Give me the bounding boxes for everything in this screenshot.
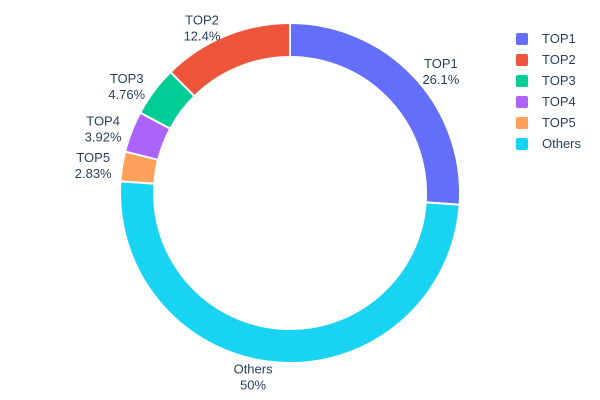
slice-percent-label-top4: 3.92%	[85, 129, 122, 144]
legend: TOP1 TOP2 TOP3 TOP4 TOP5 Others	[516, 28, 581, 154]
legend-label: TOP1	[542, 31, 576, 46]
pie-slice-top2[interactable]	[169, 21, 291, 98]
legend-swatch-others	[516, 137, 528, 150]
pie-slice-others[interactable]	[119, 180, 461, 365]
legend-item-top4[interactable]: TOP4	[516, 91, 581, 112]
legend-swatch-top4	[516, 95, 528, 108]
legend-swatch-top3	[516, 74, 528, 87]
slice-percent-label-top1: 26.1%	[422, 72, 459, 87]
slice-name-label-top3: TOP3	[110, 71, 144, 86]
legend-label: Others	[542, 136, 582, 151]
legend-swatch-top1	[516, 32, 528, 45]
slice-name-label-top2: TOP2	[185, 12, 219, 27]
slice-percent-label-top5: 2.83%	[75, 166, 112, 181]
slice-name-label-top1: TOP1	[424, 56, 458, 71]
legend-item-top5[interactable]: TOP5	[516, 112, 581, 133]
legend-item-top1[interactable]: TOP1	[516, 28, 581, 49]
slice-name-label-top4: TOP4	[86, 113, 120, 128]
legend-label: TOP4	[542, 94, 576, 109]
legend-swatch-top2	[516, 53, 528, 66]
legend-label: TOP3	[542, 73, 576, 88]
slice-name-label-top5: TOP5	[76, 150, 110, 165]
slice-percent-label-top2: 12.4%	[184, 28, 221, 43]
legend-label: TOP5	[542, 115, 576, 130]
slice-percent-label-others: 50%	[240, 378, 266, 393]
legend-label: TOP2	[542, 52, 576, 67]
legend-swatch-top5	[516, 116, 528, 129]
pie-slice-top1[interactable]	[289, 21, 462, 206]
legend-item-others[interactable]: Others	[516, 133, 581, 154]
legend-item-top3[interactable]: TOP3	[516, 70, 581, 91]
legend-item-top2[interactable]: TOP2	[516, 49, 581, 70]
slice-name-label-others: Others	[234, 362, 274, 377]
slice-percent-label-top3: 4.76%	[108, 87, 145, 102]
